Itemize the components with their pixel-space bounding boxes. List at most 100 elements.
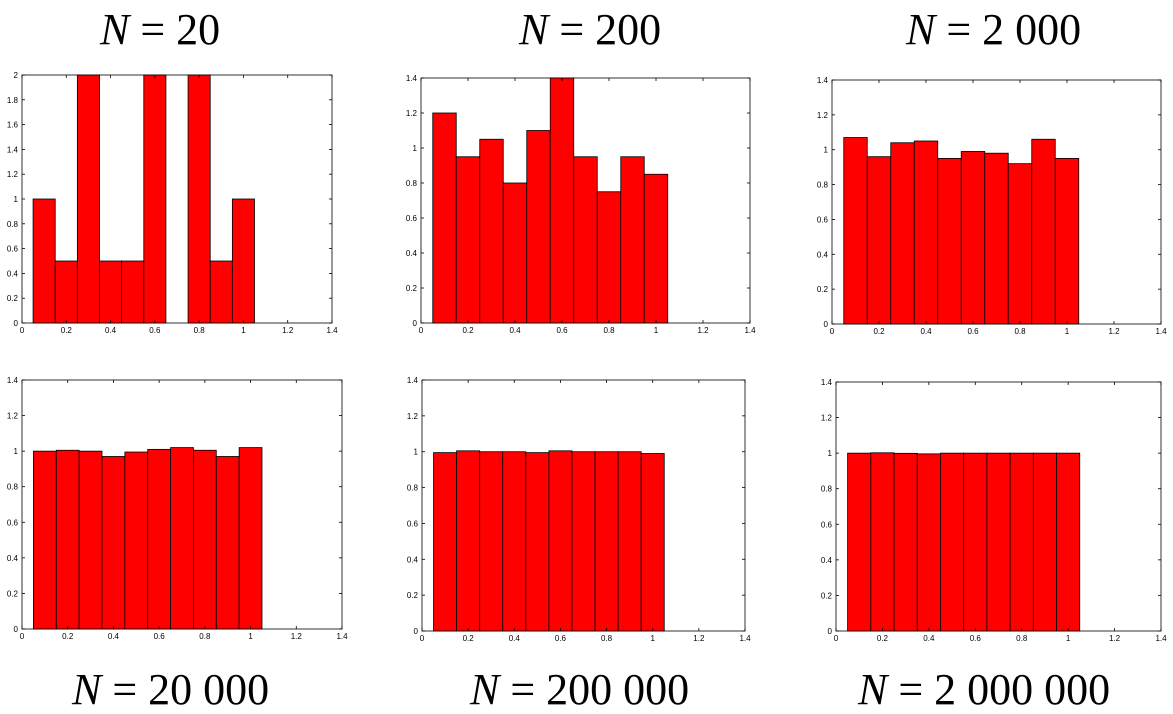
y-tick-label: 0.8 (406, 179, 418, 188)
histogram-bar (1031, 138, 1056, 325)
histogram-bar (984, 152, 1009, 325)
title-value: = 20 000 (101, 665, 270, 714)
histogram-bar (187, 74, 211, 324)
x-tick-label: 0.8 (1014, 327, 1026, 336)
y-tick-label: 0.2 (7, 294, 19, 303)
x-tick-label: 0.4 (920, 327, 932, 336)
x-tick-label: 0 (830, 327, 835, 336)
y-tick-label: 1.2 (7, 170, 19, 179)
x-tick-label: 1.2 (1108, 327, 1120, 336)
histogram-bar (55, 449, 80, 630)
chart-title: N = 200 (519, 8, 661, 52)
y-tick-label: 1.4 (821, 378, 833, 387)
histogram-panel: 0 0.2 0.4 0.6 0.8 1 1.2 1.4 0 0.2 0.4 0.6 0.8 1 1.2 1.4 (407, 376, 751, 643)
title-value: = 200 (548, 5, 662, 54)
x-tick-label: 0.6 (967, 327, 979, 336)
histogram-bar (548, 450, 573, 632)
y-tick-label: 1.2 (817, 111, 829, 120)
y-tick-label: 0 (824, 320, 829, 329)
title-value: = 20 (129, 5, 221, 54)
y-tick-label: 0 (413, 319, 418, 328)
y-tick-label: 0.6 (7, 245, 19, 254)
x-tick-label: 0.8 (601, 634, 613, 643)
x-tick-label: 1 (248, 632, 253, 641)
histogram-bar (76, 74, 100, 324)
histogram-bar (143, 74, 167, 324)
histogram-bar (147, 448, 171, 630)
y-tick-label: 0.4 (817, 250, 829, 259)
histogram-bar (549, 77, 575, 324)
x-tick-label: 0.2 (61, 326, 73, 335)
y-tick-label: 1.4 (406, 74, 418, 83)
x-tick-label: 1.4 (326, 326, 338, 335)
y-tick-label: 0.8 (407, 484, 419, 493)
histogram-bar (193, 449, 217, 630)
histogram-bar (1007, 163, 1033, 325)
histogram-bar (843, 137, 868, 325)
x-tick-label: 1.2 (291, 632, 303, 641)
y-tick-label: 0.8 (817, 181, 829, 190)
chart-title: N = 20 000 (72, 668, 269, 712)
x-tick-label: 1 (241, 326, 246, 335)
histogram-bar (573, 156, 598, 324)
y-tick-label: 0.6 (406, 214, 418, 223)
y-tick-label: 0 (14, 625, 19, 634)
x-tick-label: 0 (20, 632, 25, 641)
chart-title: N = 200 000 (470, 668, 689, 712)
x-tick-label: 1.2 (697, 326, 709, 335)
y-tick-label: 1 (414, 448, 419, 457)
y-tick-label: 0.6 (817, 215, 829, 224)
y-tick-label: 0.6 (821, 520, 833, 529)
x-tick-label: 0.4 (509, 326, 521, 335)
histogram-bar (170, 447, 194, 630)
title-variable: N (858, 665, 888, 714)
histogram-bar (502, 451, 527, 632)
y-tick-label: 1.4 (817, 76, 829, 85)
y-tick-label: 0.2 (406, 284, 418, 293)
histogram-bar (890, 142, 915, 325)
x-tick-label: 1.4 (1155, 634, 1167, 643)
x-tick-label: 1 (654, 326, 659, 335)
histogram-bar (571, 451, 596, 632)
histogram-panel: 0 0.2 0.4 0.6 0.8 1 1.2 1.4 0 0.2 0.4 0.6 0.8 1 1.2 1.4 (817, 76, 1167, 336)
y-tick-label: 1.4 (7, 376, 19, 385)
y-tick-label: 0.2 (817, 285, 829, 294)
x-tick-label: 1 (1066, 634, 1071, 643)
y-tick-label: 0.2 (821, 591, 833, 600)
histogram-bar (32, 198, 56, 324)
x-tick-label: 0.6 (154, 632, 166, 641)
title-value: = 2 000 000 (887, 665, 1111, 714)
x-tick-label: 0.4 (105, 326, 117, 335)
x-tick-label: 0.4 (108, 632, 120, 641)
histogram-bar (986, 452, 1011, 632)
title-variable: N (906, 5, 936, 54)
y-tick-label: 0.2 (7, 589, 19, 598)
y-tick-label: 0.4 (407, 555, 419, 564)
chart-title: N = 2 000 (906, 8, 1081, 52)
x-tick-label: 0.8 (199, 632, 211, 641)
x-tick-label: 1.4 (336, 632, 348, 641)
histogram-bar (916, 453, 941, 632)
histogram-panel: 0 0.2 0.4 0.6 0.8 1 1.2 1.4 0 0.2 0.4 0.6 0.8 1 1.2 1.4 (7, 376, 348, 641)
histogram-bar (640, 453, 665, 632)
y-tick-label: 1.4 (7, 145, 19, 154)
y-tick-label: 0.6 (407, 519, 419, 528)
histogram-panel: 0 0.2 0.4 0.6 0.8 1 1.2 1.4 0 0.2 0.4 0.6 0.8 1 1.2 1.4… (7, 71, 338, 335)
histogram-bar (526, 130, 551, 324)
y-tick-label: 1.8 (7, 96, 19, 105)
x-tick-label: 0.8 (194, 326, 206, 335)
histogram-bar (1009, 452, 1034, 632)
title-value: = 2 000 (935, 5, 1082, 54)
x-tick-label: 0.6 (556, 326, 568, 335)
histogram-bar (617, 451, 642, 632)
histogram-bar (209, 260, 233, 324)
x-tick-label: 0 (20, 326, 25, 335)
histogram-bar (1032, 452, 1057, 632)
x-tick-label: 1.2 (282, 326, 294, 335)
histogram-bar (54, 260, 78, 324)
y-tick-label: 1 (828, 449, 833, 458)
x-tick-label: 0.2 (463, 634, 475, 643)
y-tick-label: 1.2 (7, 412, 19, 421)
x-tick-label: 1.2 (1109, 634, 1121, 643)
y-tick-label: 1.4 (407, 376, 419, 385)
